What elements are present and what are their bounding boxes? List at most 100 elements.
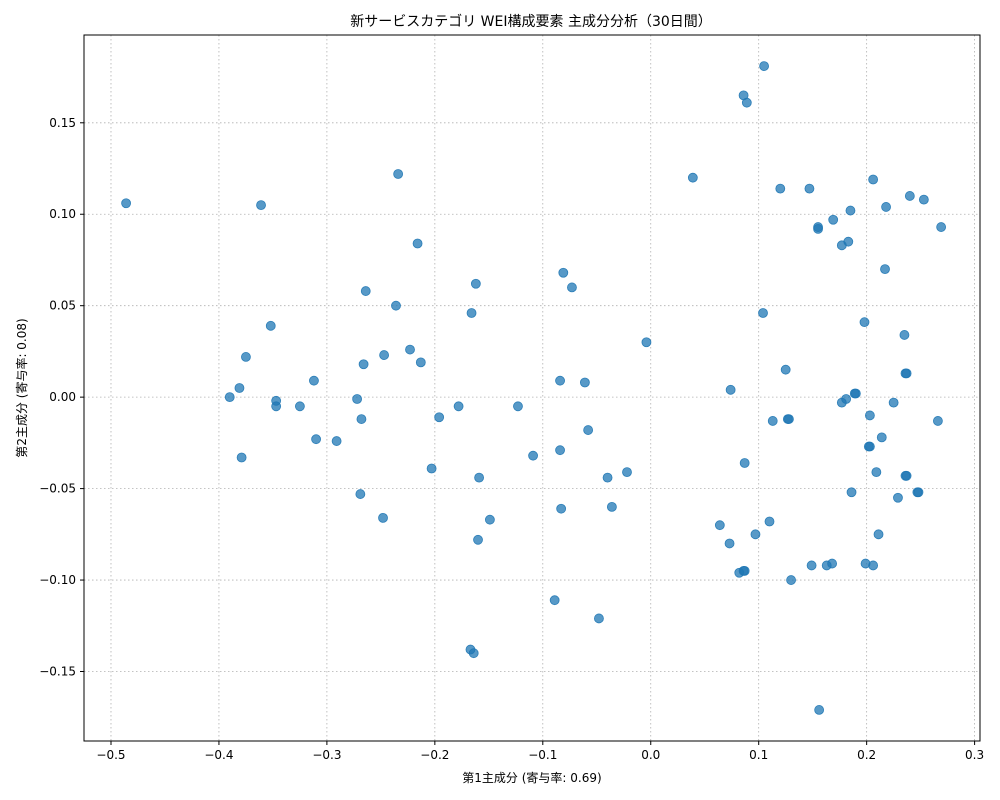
scatter-point xyxy=(850,388,861,399)
scatter-point xyxy=(714,520,725,531)
scatter-point xyxy=(918,194,929,205)
scatter-point xyxy=(873,529,884,540)
y-tick-label: 0.15 xyxy=(49,116,76,130)
scatter-point xyxy=(888,397,899,408)
scatter-point xyxy=(786,575,796,585)
scatter-point xyxy=(271,401,282,412)
scatter-point xyxy=(814,705,825,715)
scatter-point xyxy=(466,308,477,318)
scatter-point xyxy=(841,394,852,404)
scatter-point xyxy=(767,416,778,426)
scatter-point xyxy=(758,308,768,318)
scatter-point xyxy=(224,392,235,403)
scatter-point xyxy=(780,364,791,375)
scatter-point xyxy=(868,174,879,185)
scatter-point xyxy=(358,359,369,370)
scatter-point xyxy=(725,384,736,395)
scatter-point xyxy=(426,463,437,474)
scatter-point xyxy=(405,344,415,355)
y-tick-label: −0.15 xyxy=(39,664,76,678)
y-tick-label: 0.10 xyxy=(49,207,76,221)
y-tick-label: 0.05 xyxy=(49,299,76,313)
scatter-point xyxy=(352,394,363,404)
scatter-point xyxy=(256,200,266,210)
chart-title: 新サービスカテゴリ WEI構成要素 主成分分析（30日間） xyxy=(350,13,712,30)
scatter-point xyxy=(741,97,752,108)
scatter-point xyxy=(453,401,464,412)
plot-frame xyxy=(83,34,981,742)
scatter-point xyxy=(549,595,560,606)
scatter-point xyxy=(470,278,481,289)
scatter-point xyxy=(828,214,839,225)
scatter-point xyxy=(579,377,590,388)
scatter-point xyxy=(484,514,495,525)
x-tick-label: −0.1 xyxy=(528,748,557,762)
scatter-point xyxy=(236,452,247,463)
scatter-point xyxy=(474,472,485,483)
scatter-point xyxy=(606,501,617,512)
scatter-point xyxy=(804,183,815,194)
scatter-point xyxy=(881,202,891,212)
scatter-point xyxy=(739,458,750,468)
scatter-point xyxy=(899,330,910,340)
scatter-point xyxy=(528,450,538,461)
scatter-point xyxy=(843,236,854,247)
scatter-point xyxy=(750,529,761,540)
scatter-point xyxy=(594,613,604,624)
scatter-point xyxy=(415,357,426,368)
scatter-point xyxy=(806,560,817,571)
scatter-point xyxy=(901,470,912,481)
scatter-point xyxy=(871,467,882,478)
scatter-point xyxy=(355,489,366,499)
scatter-point xyxy=(784,414,794,424)
x-tick-label: −0.4 xyxy=(204,748,233,762)
y-tick-label: −0.10 xyxy=(39,573,76,587)
scatter-point xyxy=(331,436,342,446)
x-tick-label: 0.1 xyxy=(749,748,768,762)
scatter-point xyxy=(759,61,769,71)
data-points xyxy=(121,61,947,715)
scatter-point xyxy=(813,223,823,234)
scatter-point xyxy=(241,352,251,362)
scatter-point xyxy=(868,560,879,571)
scatter-point xyxy=(412,238,423,249)
x-tick-label: −0.3 xyxy=(312,748,341,762)
scatter-point xyxy=(378,512,388,523)
x-tick-label: −0.2 xyxy=(420,748,449,762)
x-axis-ticks: −0.5 −0.4 −0.3 −0.2 −0.1 0.0 0.1 0.2 0.3 xyxy=(96,741,984,762)
x-tick-label: 0.0 xyxy=(641,748,660,762)
scatter-point xyxy=(932,416,943,426)
scatter-point xyxy=(121,198,132,209)
x-tick-label: −0.5 xyxy=(96,748,125,762)
scatter-point xyxy=(913,487,924,498)
scatter-point xyxy=(904,191,915,201)
y-tick-label: −0.05 xyxy=(39,482,76,496)
scatter-point xyxy=(622,467,632,478)
scatter-point xyxy=(393,169,404,179)
y-axis-ticks: −0.15 −0.10 −0.05 0.00 0.05 0.10 0.15 xyxy=(39,116,84,678)
scatter-point xyxy=(567,282,577,293)
scatter-point xyxy=(864,441,875,452)
scatter-point xyxy=(764,516,775,527)
y-tick-label: 0.00 xyxy=(49,390,76,404)
scatter-point xyxy=(265,320,276,331)
scatter-point xyxy=(845,205,856,216)
scatter-point xyxy=(379,350,390,360)
scatter-point xyxy=(687,172,698,183)
scatter-point xyxy=(583,425,594,435)
scatter-point xyxy=(724,538,735,549)
scatter-point xyxy=(360,286,371,296)
scatter-point xyxy=(391,300,401,311)
scatter-point xyxy=(901,368,912,379)
scatter-point xyxy=(356,414,367,424)
scatter-point xyxy=(893,492,903,503)
scatter-point xyxy=(936,222,947,232)
scatter-point xyxy=(558,267,569,278)
scatter-point xyxy=(555,445,565,456)
scatter-point xyxy=(311,434,321,445)
scatter-point xyxy=(775,183,786,194)
scatter-point xyxy=(602,472,613,483)
scatter-point xyxy=(859,317,870,328)
